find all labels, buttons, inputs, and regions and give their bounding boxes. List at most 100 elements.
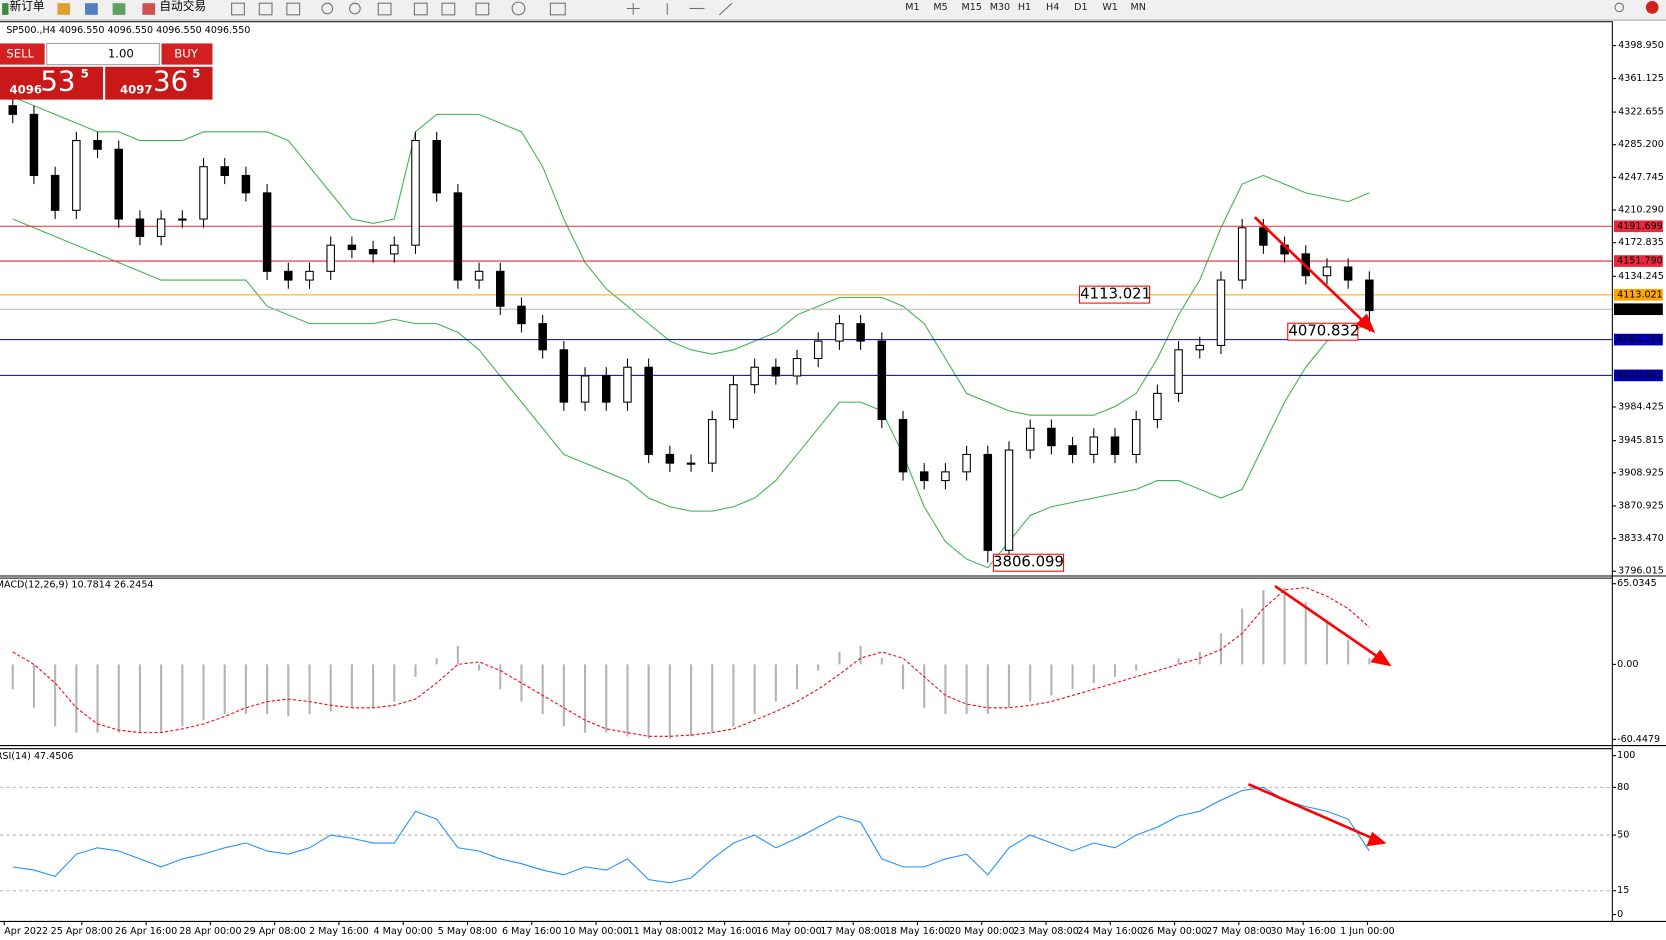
zoom-out[interactable] xyxy=(349,2,361,15)
sell-button[interactable] xyxy=(0,43,45,65)
tool-icon[interactable] xyxy=(57,3,71,15)
x-tick-label: 18 May 16:00 xyxy=(885,926,951,937)
tool-icon[interactable] xyxy=(511,1,526,16)
level-tag xyxy=(1613,333,1663,346)
candle-body xyxy=(453,192,463,281)
x-tick-label: 27 May 08:00 xyxy=(1206,926,1272,937)
trendline-tool[interactable] xyxy=(718,2,733,16)
candle-body xyxy=(941,471,950,482)
x-tick-label: 12 May 16:00 xyxy=(692,926,758,937)
tool-icon[interactable] xyxy=(258,2,273,16)
ask-panel[interactable] xyxy=(105,66,213,100)
timeframe-button[interactable]: MN xyxy=(1131,2,1146,13)
toolbar-tools xyxy=(231,1,1625,16)
tool-icon[interactable] xyxy=(286,2,301,16)
candle-body xyxy=(1153,392,1162,421)
bid-panel[interactable] xyxy=(0,66,104,100)
x-tick-label: Apr 2022 xyxy=(4,926,48,937)
tool-icon[interactable] xyxy=(475,2,490,16)
candle-body xyxy=(284,270,293,281)
lot-value[interactable]: 1.00 xyxy=(108,47,134,61)
y-tick-label: 4322.655 xyxy=(1618,107,1664,118)
tool-icon[interactable] xyxy=(85,3,98,15)
price-annotation: 4113.021 xyxy=(1080,285,1151,303)
candle-body xyxy=(1025,427,1035,451)
timeframe-button[interactable]: M5 xyxy=(933,2,947,13)
candle-body xyxy=(623,366,632,403)
candle-body xyxy=(1343,266,1353,281)
buy-label[interactable]: BUY xyxy=(174,47,199,61)
tool-icon[interactable] xyxy=(413,2,428,16)
lot-input[interactable] xyxy=(46,42,160,66)
x-tick-label: 5 May 08:00 xyxy=(438,926,497,937)
x-tick-label: 6 May 16:00 xyxy=(502,926,561,937)
level-tag-label: 4020.661 xyxy=(1617,370,1663,381)
candle-body xyxy=(983,453,993,551)
timeframe-button[interactable]: W1 xyxy=(1102,2,1118,13)
timeframe-button[interactable]: H1 xyxy=(1018,2,1031,13)
level-tag-label: 4113.021 xyxy=(1617,289,1663,300)
candle-body xyxy=(559,349,569,403)
ask-price-big: 36 xyxy=(153,65,188,98)
new-order-icon[interactable] xyxy=(2,3,9,15)
x-tick-label: 26 Apr 16:00 xyxy=(115,926,177,937)
bid-price-big: 53 xyxy=(40,65,75,98)
x-tick-label: 20 May 00:00 xyxy=(949,926,1015,937)
candle-body xyxy=(29,113,39,176)
tool-icon[interactable] xyxy=(377,2,392,16)
timeframe-button[interactable]: D1 xyxy=(1074,2,1087,13)
chart-header: SP500.,H4 4096.550 4096.550 4096.550 409… xyxy=(6,25,250,36)
macd-y-tick-label: 65.0345 xyxy=(1617,578,1657,589)
timeframe-button[interactable]: M30 xyxy=(990,2,1010,13)
x-tick-label: 30 May 16:00 xyxy=(1270,926,1336,937)
plot: 4398.950 4361.125 4322.655 4285.200 4247.745… xyxy=(0,40,1664,937)
y-tick-label: 4361.125 xyxy=(1618,73,1664,84)
y-tick-label: 3945.815 xyxy=(1618,435,1664,446)
tool-icon[interactable] xyxy=(549,2,566,16)
tool-icon[interactable] xyxy=(441,2,456,16)
bid-price-small: 4096 xyxy=(10,83,42,97)
level-tag xyxy=(1613,303,1663,316)
candle-body xyxy=(1089,436,1099,455)
zoom-in[interactable] xyxy=(321,2,334,15)
tool-icon[interactable] xyxy=(112,3,126,15)
y-tick-label: 4247.745 xyxy=(1618,172,1664,183)
x-tick-label: 1 Jun 00:00 xyxy=(1340,926,1395,937)
macd-signal xyxy=(12,586,1370,737)
candle-body xyxy=(1068,445,1077,455)
tool-icon[interactable] xyxy=(231,2,245,16)
candle-body xyxy=(856,323,865,342)
timeframe-button[interactable]: H4 xyxy=(1046,2,1059,13)
candle-body xyxy=(580,375,590,403)
price-annotation-box xyxy=(992,553,1065,572)
candle-body xyxy=(792,357,802,377)
buy-button[interactable] xyxy=(161,43,213,65)
trend-arrow xyxy=(1253,216,1367,325)
new-order-button[interactable]: 新订单 xyxy=(10,0,45,13)
search[interactable] xyxy=(1614,2,1625,13)
y-tick-label: 4210.290 xyxy=(1618,205,1664,216)
candle-body xyxy=(474,270,484,281)
chart-area xyxy=(0,21,1666,922)
candle-body xyxy=(305,270,314,281)
alert-icon[interactable] xyxy=(1645,1,1659,14)
timeframe-button[interactable]: M15 xyxy=(962,2,982,13)
candle-body xyxy=(411,140,420,246)
rsi-y-tick-label: 0 xyxy=(1617,909,1623,920)
y-tick-label: 4285.200 xyxy=(1618,139,1664,150)
candle-body xyxy=(72,140,81,211)
auto-trading-button[interactable]: 自动交易 xyxy=(159,0,206,13)
candle-body xyxy=(665,453,675,464)
x-tick-label: 2 May 16:00 xyxy=(309,926,368,937)
x-tick-label: 16 May 00:00 xyxy=(756,926,822,937)
sell-label[interactable]: SELL xyxy=(6,47,34,61)
timeframe-button[interactable]: M1 xyxy=(905,2,919,13)
level-tag-label: 4061.710 xyxy=(1617,334,1663,345)
price-annotation-box xyxy=(1287,322,1359,341)
arrow-head xyxy=(1366,831,1387,847)
candle-body xyxy=(241,174,251,194)
auto-trading-icon[interactable] xyxy=(142,3,156,15)
drawn-arrows xyxy=(1247,216,1392,847)
candle-body xyxy=(644,366,653,455)
